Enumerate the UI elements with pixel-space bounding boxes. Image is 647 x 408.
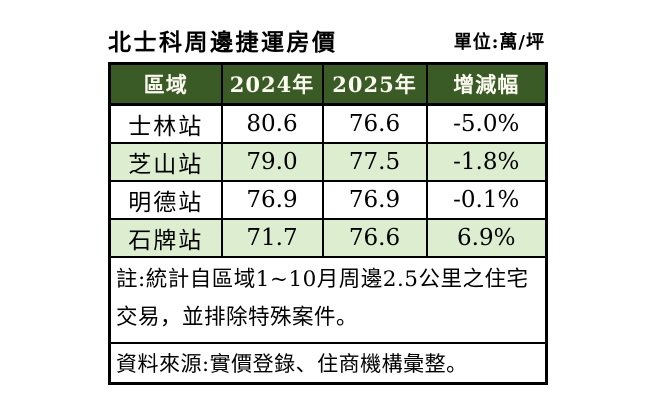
change-cell: -0.1% bbox=[425, 179, 548, 220]
price-2024-cell: 80.6 bbox=[220, 103, 324, 144]
table-source-row: 資料來源:實價登錄、住商機構彙整。 bbox=[108, 342, 548, 385]
change-cell: -1.8% bbox=[425, 141, 548, 182]
table-row-shipai: 石牌站 71.7 76.6 6.9% bbox=[108, 217, 548, 258]
station-cell: 士林站 bbox=[108, 103, 223, 144]
header-line: 北士科周邊捷運房價 單位:萬/坪 bbox=[108, 28, 545, 55]
station-cell: 石牌站 bbox=[108, 217, 223, 258]
col-header-change: 增減幅 bbox=[425, 62, 548, 106]
price-2024-cell: 79.0 bbox=[220, 141, 324, 182]
price-2025-cell: 76.6 bbox=[321, 217, 428, 258]
change-cell: -5.0% bbox=[425, 103, 548, 144]
table-note-row: 註:統計自區域1~10月周邊2.5公里之住宅交易，並排除特殊案件。 bbox=[108, 255, 548, 345]
unit-label: 單位:萬/坪 bbox=[453, 32, 545, 54]
price-2025-cell: 77.5 bbox=[321, 141, 428, 182]
table-row-zhishan: 芝山站 79.0 77.5 -1.8% bbox=[108, 141, 548, 182]
col-header-district: 區域 bbox=[108, 62, 223, 106]
price-2025-cell: 76.9 bbox=[321, 179, 428, 220]
table-row-shilin: 士林站 80.6 76.6 -5.0% bbox=[108, 103, 548, 144]
col-header-2024: 2024年 bbox=[220, 62, 324, 106]
price-table: 區域 2024年 2025年 增減幅 士林站 80.6 76.6 -5.0% 芝… bbox=[108, 62, 548, 386]
price-2024-cell: 76.9 bbox=[220, 179, 324, 220]
station-cell: 明德站 bbox=[108, 179, 223, 220]
change-cell: 6.9% bbox=[425, 217, 548, 258]
source-text: 資料來源:實價登錄、住商機構彙整。 bbox=[108, 342, 548, 385]
price-infographic: 北士科周邊捷運房價 單位:萬/坪 區域 2024年 2025年 增減幅 士林站 … bbox=[108, 28, 548, 386]
station-cell: 芝山站 bbox=[108, 141, 223, 182]
table-row-mingde: 明德站 76.9 76.9 -0.1% bbox=[108, 179, 548, 220]
col-header-2025: 2025年 bbox=[321, 62, 428, 106]
price-2024-cell: 71.7 bbox=[220, 217, 324, 258]
page-title: 北士科周邊捷運房價 bbox=[108, 28, 338, 56]
price-2025-cell: 76.6 bbox=[321, 103, 428, 144]
table-header-row: 區域 2024年 2025年 增減幅 bbox=[108, 62, 548, 106]
note-text: 註:統計自區域1~10月周邊2.5公里之住宅交易，並排除特殊案件。 bbox=[108, 255, 548, 345]
